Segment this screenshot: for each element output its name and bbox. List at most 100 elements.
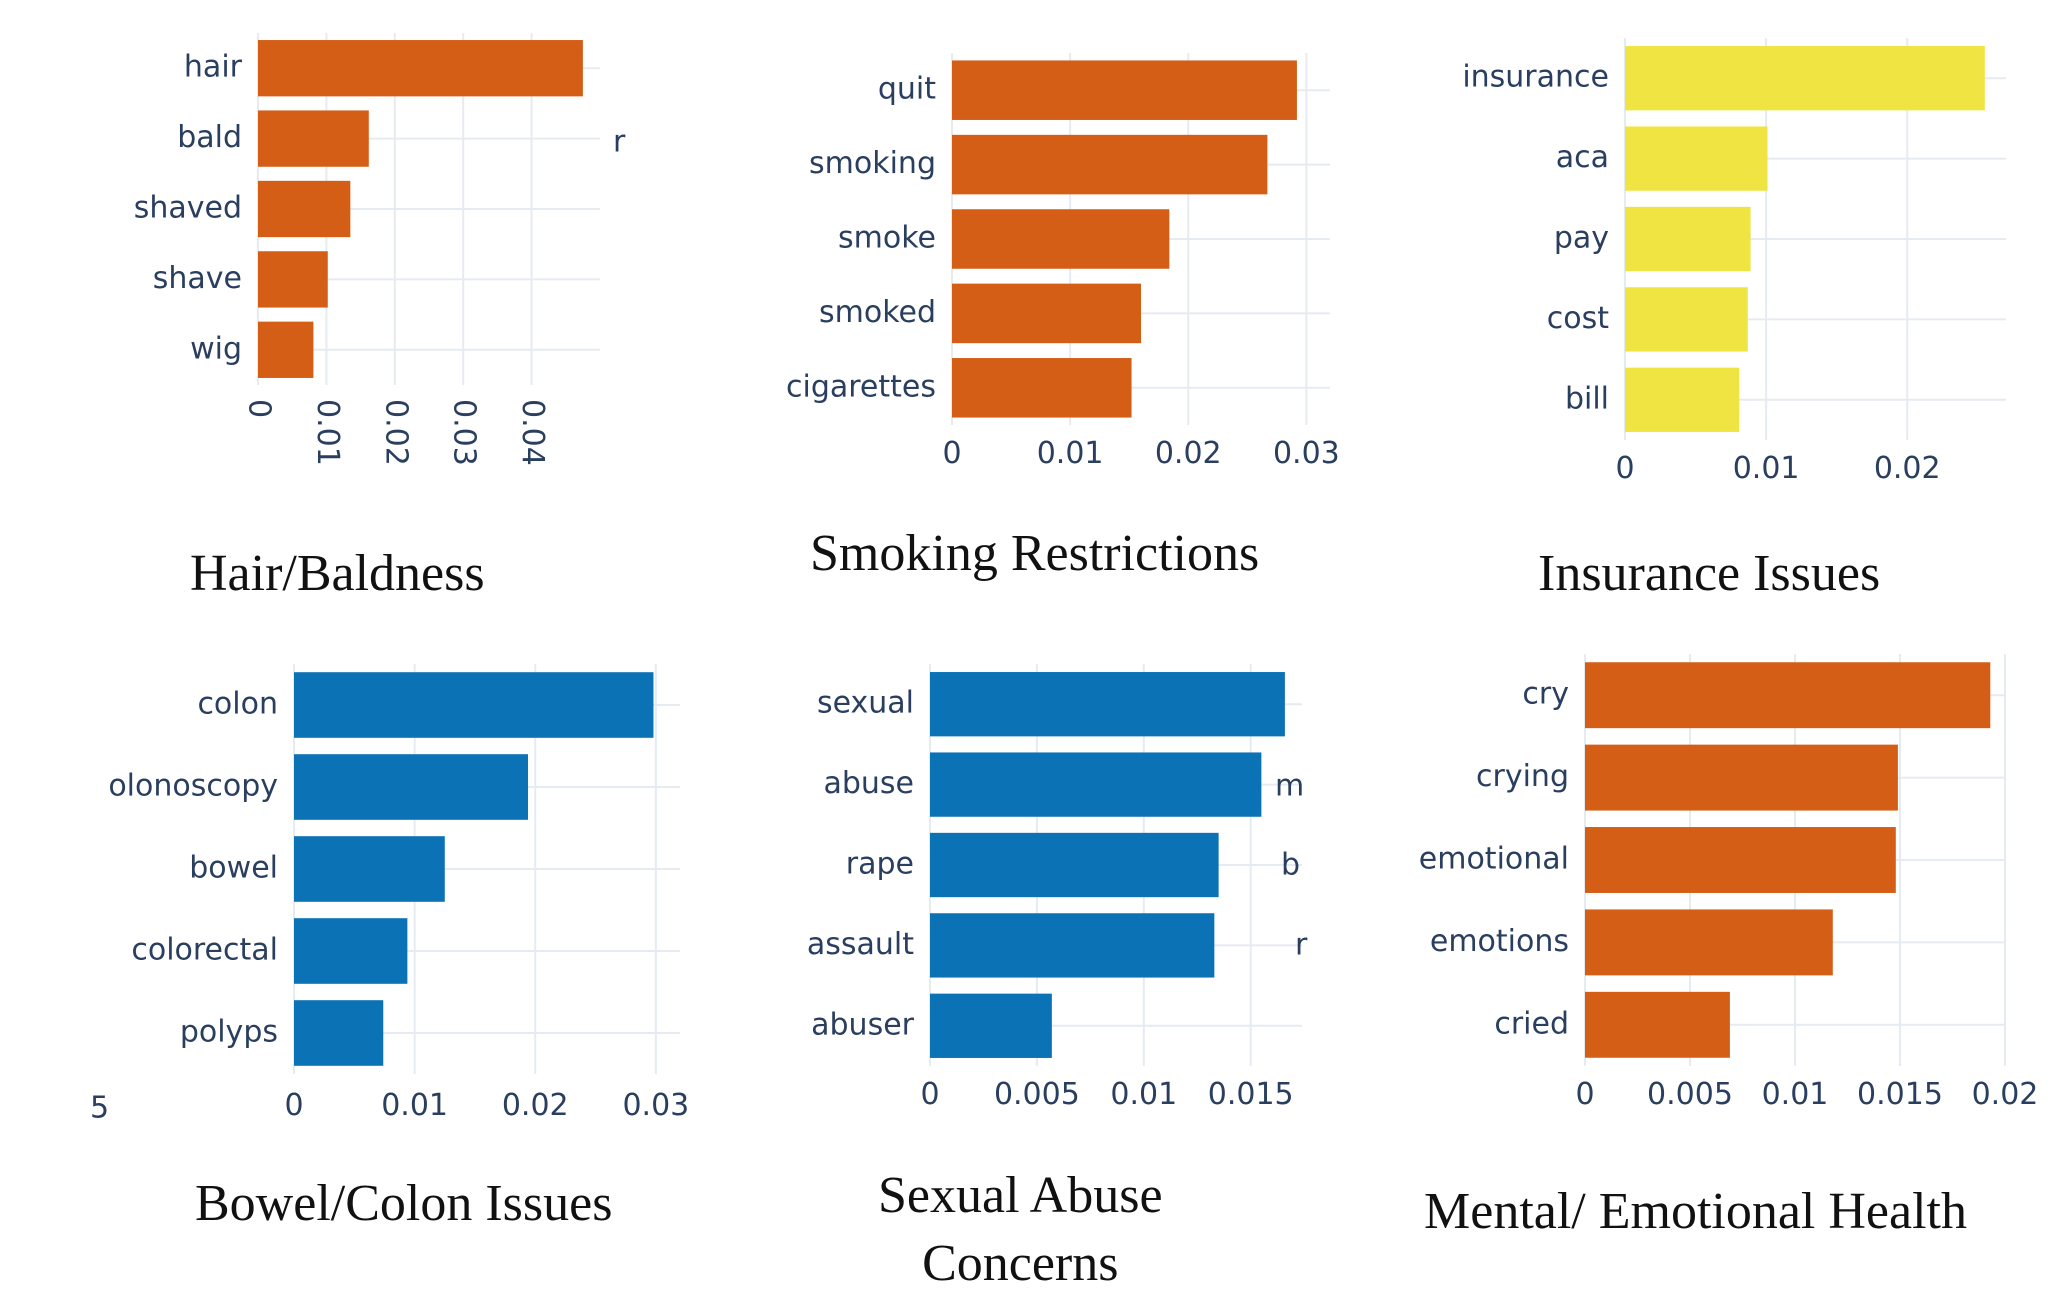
category-label: wig (190, 331, 242, 366)
category-label: abuse (823, 766, 914, 801)
x-tick-label: 0.01 (1733, 451, 1800, 486)
bar (1585, 909, 1833, 976)
bar (952, 60, 1297, 120)
x-tick-label: 0.04 (515, 399, 550, 466)
x-tick-label: 0.01 (310, 399, 345, 466)
x-tick-label: 0.01 (1762, 1077, 1829, 1112)
category-label: colorectal (131, 933, 278, 968)
bar (952, 283, 1141, 344)
x-tick-label: 0.005 (994, 1077, 1080, 1112)
bar (258, 180, 351, 238)
x-tick-label: 0.01 (381, 1088, 448, 1123)
x-tick-label: 0.03 (1273, 436, 1340, 471)
x-tick-label: 0.03 (447, 399, 482, 466)
x-tick-label: 0.02 (378, 399, 413, 466)
bar (930, 752, 1262, 817)
x-tick-label: 0 (284, 1088, 303, 1123)
bar (1585, 827, 1896, 893)
bar (258, 321, 314, 378)
chart-caption: Sexual Abuse Concerns (878, 1167, 1163, 1292)
category-label: cost (1547, 301, 1609, 336)
x-tick-label: 0.01 (1110, 1077, 1177, 1112)
chart-svg: 0 0.01 0.02 0.03 0.04 hair bald shaved shave wig r (134, 33, 626, 466)
category-label: bald (177, 120, 242, 155)
chart-svg: 0 0.01 0.02 0.03 colon olonoscopy bowel colorec… (90, 664, 689, 1126)
x-tick-label: 0.01 (1037, 436, 1104, 471)
bar (294, 1000, 384, 1066)
clipped-label-fragment: r (1295, 928, 1308, 963)
bar (294, 754, 529, 820)
chart-svg: 0 0.01 0.02 0.03 quit smoking smoke smoked cigar… (786, 53, 1340, 471)
bar (1625, 126, 1768, 191)
category-label: sexual (817, 686, 914, 721)
bar (952, 134, 1268, 195)
chart-caption: Hair/Baldness (190, 545, 485, 602)
category-label: smoking (809, 146, 936, 181)
x-tick-label: 0.015 (1208, 1077, 1294, 1112)
bar (930, 672, 1285, 737)
category-label: olonoscopy (108, 769, 278, 804)
bar (1585, 662, 1991, 729)
x-tick-label: 0 (1615, 451, 1634, 486)
bar (1625, 206, 1751, 272)
x-tick-label: 0.02 (502, 1088, 569, 1123)
x-tick-label: 0.02 (1155, 436, 1222, 471)
x-tick-label: 0.015 (1857, 1077, 1943, 1112)
chart-hair-baldness: 0 0.01 0.02 0.03 0.04 hair bald shaved shave wig r (90, 25, 635, 505)
category-label: crying (1476, 759, 1569, 794)
bar (1585, 744, 1898, 811)
category-label: cry (1522, 677, 1569, 712)
category-label: aca (1556, 140, 1609, 175)
bar (294, 918, 408, 984)
category-label: assault (807, 927, 914, 962)
category-label: emotional (1419, 842, 1569, 877)
category-label: hair (184, 50, 243, 85)
category-label: emotions (1430, 924, 1569, 959)
category-label: cried (1494, 1006, 1569, 1041)
x-tick-label: 0 (242, 399, 277, 418)
x-tick-label: 0.02 (1972, 1077, 2039, 1112)
category-label: shave (153, 261, 242, 296)
chart-mental-emotional-health: 0 0.005 0.01 0.015 0.02 cry crying emotional emo… (1380, 650, 2038, 1112)
category-label: shaved (134, 191, 242, 226)
clipped-label-fragment: 5 (90, 1091, 109, 1126)
bar (930, 913, 1215, 978)
bar (952, 209, 1170, 269)
chart-caption: Mental/ Emotional Health (1424, 1183, 1967, 1240)
chart-svg: 0 0.01 0.02 insurance aca pay cost bill (1462, 38, 2006, 486)
x-tick-label: 0.02 (1874, 451, 1941, 486)
bar (258, 110, 369, 167)
bar (930, 832, 1219, 898)
bar (258, 40, 583, 97)
category-label: colon (197, 687, 278, 722)
category-label: bowel (189, 851, 278, 886)
category-label: pay (1554, 221, 1609, 256)
clipped-label-fragment: b (1281, 848, 1300, 883)
chart-caption: Bowel/Colon Issues (195, 1175, 613, 1232)
chart-caption: Smoking Restrictions (810, 525, 1260, 582)
chart-sexual-abuse-concerns: 0 0.005 0.01 0.015 sexual abuse rape assault abu… (770, 660, 1310, 1112)
bar (258, 251, 328, 308)
category-label: bill (1565, 381, 1609, 416)
category-label: smoke (838, 221, 936, 256)
x-tick-label: 0.005 (1647, 1077, 1733, 1112)
chart-svg: 0 0.005 0.01 0.015 0.02 cry crying emotional emo… (1419, 654, 2038, 1112)
category-label: quit (878, 72, 936, 107)
chart-insurance-issues: 0 0.01 0.02 insurance aca pay cost bill (1370, 30, 2030, 486)
x-tick-label: 0.03 (622, 1088, 689, 1123)
bar (294, 836, 445, 902)
x-tick-label: 0 (920, 1077, 939, 1112)
category-label: smoked (819, 295, 936, 330)
bar (1585, 991, 1730, 1058)
clipped-label-fragment: r (613, 125, 626, 160)
category-label: rape (846, 847, 914, 882)
chart-bowel-colon-issues: 0 0.01 0.02 0.03 colon olonoscopy bowel colorec… (90, 660, 710, 1126)
bar (1625, 46, 1985, 111)
bar (1625, 367, 1740, 432)
bar (952, 358, 1132, 418)
category-label: cigarettes (786, 369, 936, 404)
x-tick-label: 0 (942, 436, 961, 471)
x-tick-label: 0 (1575, 1077, 1594, 1112)
bar (294, 672, 654, 738)
chart-smoking-restrictions: 0 0.01 0.02 0.03 quit smoking smoke smoked cigar… (740, 45, 1340, 485)
